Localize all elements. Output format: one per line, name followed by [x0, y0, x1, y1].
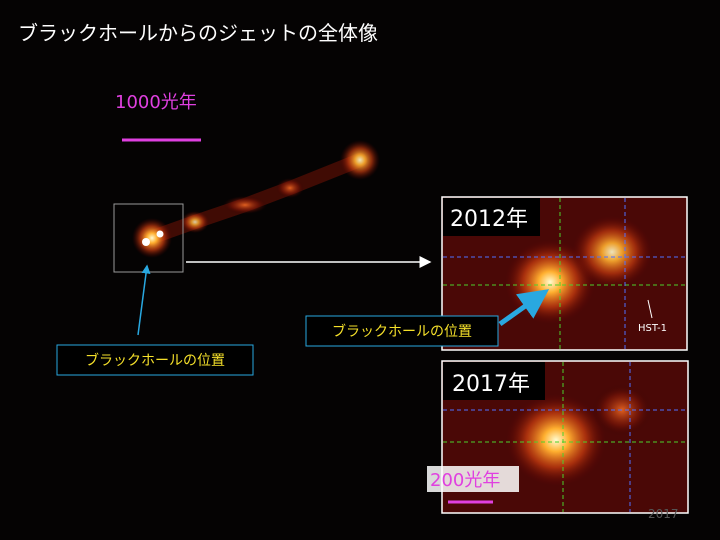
bh-arrow	[498, 289, 550, 327]
slide-title: ブラックホールからのジェットの全体像	[18, 21, 378, 45]
inset-2012: 2012年 HST-1	[441, 196, 688, 351]
inset-label: 2012年	[450, 207, 528, 232]
bh-arrow	[137, 264, 151, 336]
scale-label: 1000光年	[115, 92, 197, 113]
callout-box	[305, 315, 499, 347]
marker-label: HST-1	[638, 323, 667, 334]
inset-label: 2017年	[452, 372, 530, 397]
inset-2017: 2017年 200光年	[427, 360, 689, 514]
callout-box	[56, 344, 254, 376]
scale-label: 200光年	[430, 470, 500, 491]
callout-text: ブラックホールの位置	[332, 323, 472, 340]
jet	[132, 140, 380, 258]
callout-text: ブラックホールの位置	[85, 352, 225, 369]
footer-year: 2017	[648, 507, 679, 521]
